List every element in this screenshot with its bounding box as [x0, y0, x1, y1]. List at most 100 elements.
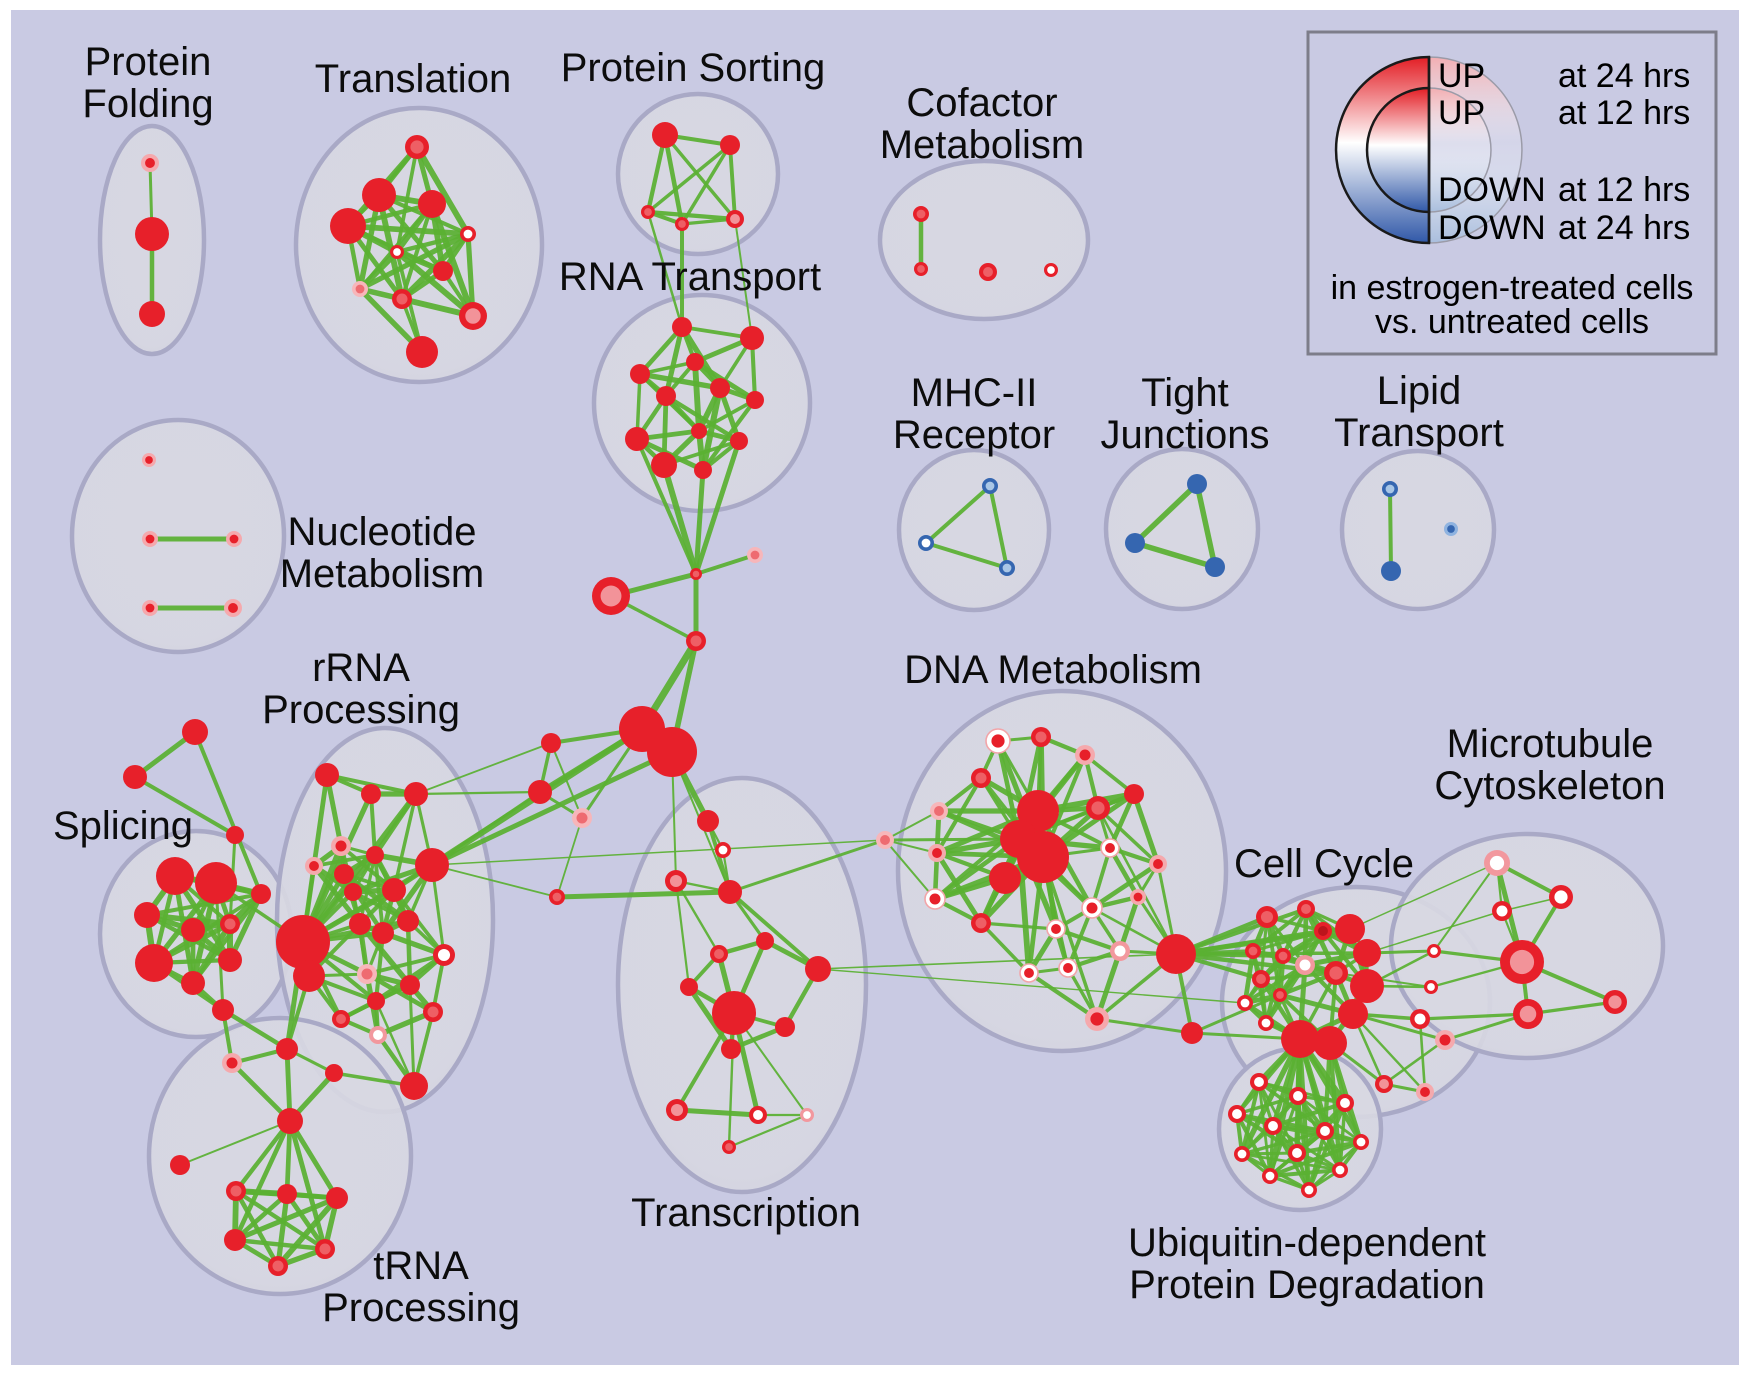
- edge-ps1-ps4: [662, 132, 685, 227]
- node-outer-dm14: [989, 862, 1021, 894]
- node-sp5: [220, 914, 240, 934]
- node-outer-sp4: [181, 918, 205, 942]
- node-u3: [1336, 1094, 1354, 1112]
- edge-dm16-dm22: [979, 921, 1031, 975]
- cluster-label-trna-processing-line1: tRNA: [373, 1244, 469, 1288]
- node-dm24: [1156, 934, 1196, 974]
- node-lp2: [1381, 561, 1401, 581]
- node-outer-tr10: [712, 991, 756, 1035]
- node-n4: [142, 600, 158, 616]
- node-ps5: [726, 210, 744, 228]
- cluster-label-dna-metabolism: DNA Metabolism: [904, 648, 1202, 692]
- node-dm20: [1110, 941, 1130, 961]
- node-core-cp1: [1379, 1079, 1389, 1089]
- node-dm2: [1031, 727, 1051, 747]
- node-sp6: [135, 944, 173, 982]
- node-cf4: [1044, 263, 1058, 277]
- edge-cc3-cc6: [1251, 929, 1325, 953]
- node-outer-r1: [315, 763, 339, 787]
- node-outer-sp7: [181, 971, 205, 995]
- node-r6: [366, 846, 384, 864]
- node-core-k12: [272, 1260, 284, 1272]
- node-dm1: [985, 728, 1011, 754]
- node-outer-r10: [382, 878, 406, 902]
- node-outer-t3: [418, 190, 446, 218]
- edge-ps2-ps4: [680, 143, 732, 226]
- edge-dc1-dm9: [883, 837, 1021, 842]
- node-outer-dm8: [1017, 790, 1059, 832]
- node-outer-k9: [326, 1187, 348, 1209]
- node-lp3: [1444, 522, 1458, 536]
- node-core-lp1: [1385, 484, 1395, 494]
- legend-circle-left-r62: [1365, 86, 1431, 214]
- edge-rt1-rt5: [663, 324, 685, 399]
- node-k2: [222, 1053, 242, 1073]
- node-cc15: [1258, 1015, 1274, 1031]
- node-outer-pf3: [139, 301, 165, 327]
- node-r20: [423, 1002, 443, 1022]
- node-dm15: [924, 888, 946, 910]
- node-core-dm19: [1133, 892, 1143, 902]
- edge-dm12-dm17: [1089, 861, 1161, 911]
- node-cr4: [1435, 1030, 1455, 1050]
- cluster-label-lipid-transport-line1: Lipid: [1377, 369, 1462, 413]
- node-outer-dm24: [1156, 934, 1196, 974]
- edge-ps2-ps5: [728, 143, 737, 221]
- edge-cr3-mt5: [1418, 1012, 1530, 1021]
- node-core-lp3: [1447, 525, 1455, 533]
- edge-cc17-u10: [1327, 1040, 1343, 1173]
- node-core-dm21: [1063, 963, 1073, 973]
- node-dc1: [876, 831, 894, 849]
- node-outer-l1: [541, 733, 561, 753]
- node-k9: [326, 1187, 348, 1209]
- node-core-dm15: [929, 893, 941, 905]
- edge-cc16-u8: [1239, 1036, 1303, 1157]
- edge-cc6-cc13: [1242, 948, 1256, 1006]
- node-tj2: [1125, 533, 1145, 553]
- edge-t4-t5: [345, 223, 471, 237]
- node-cp1: [1375, 1075, 1393, 1093]
- cluster-label-rrna-processing-line2: Processing: [262, 688, 460, 732]
- edge-t6-t10: [394, 249, 476, 319]
- legend-time-1: at 24 hrs: [1558, 57, 1690, 95]
- edge-dm7-dm24: [1096, 806, 1178, 956]
- node-outer-r15: [293, 960, 325, 992]
- edge-l1-r3: [415, 742, 552, 795]
- node-core-l3: [576, 812, 588, 824]
- node-core-m1: [985, 481, 995, 491]
- edge-rt1-rt4: [637, 324, 685, 377]
- edge-dm4-dm13: [934, 775, 984, 856]
- node-outer-k4: [325, 1064, 343, 1082]
- node-core-n5: [228, 603, 238, 613]
- cluster-label-microtubule-cytoskeleton-line2: Cytoskeleton: [1434, 764, 1665, 808]
- legend-dir-1: UP: [1438, 57, 1485, 95]
- node-core-t1: [410, 140, 424, 154]
- edge-k5-k9: [287, 1118, 340, 1201]
- node-r16: [433, 944, 455, 966]
- node-core-cc12: [1276, 991, 1284, 999]
- node-mt3: [1492, 901, 1512, 921]
- node-core-dm18: [1051, 924, 1061, 934]
- node-m2: [918, 535, 934, 551]
- node-rt1: [672, 317, 692, 337]
- edge-tr5-r8: [431, 864, 558, 898]
- node-outer-tj3: [1205, 557, 1225, 577]
- edge-tj1-tj3: [1194, 481, 1218, 570]
- edge-cc16-u10: [1297, 1036, 1343, 1173]
- node-tj3: [1205, 557, 1225, 577]
- node-tr13: [666, 1099, 688, 1121]
- cluster-ellipse-tight-junctions: [1103, 446, 1261, 612]
- node-tr5: [549, 889, 565, 905]
- edge-dc1-dm15: [884, 839, 936, 900]
- legend-dir-3: DOWN: [1438, 171, 1546, 209]
- node-core-tr14: [753, 1110, 763, 1120]
- node-sp4: [181, 918, 205, 942]
- node-core-tr7: [714, 949, 724, 959]
- node-t2: [362, 178, 396, 212]
- node-dm18: [1046, 919, 1066, 939]
- node-cf1: [913, 206, 929, 222]
- edge-r10-r16: [392, 888, 446, 957]
- cluster-label-transcription: Transcription: [631, 1191, 861, 1235]
- edge-ps1-ps3: [645, 132, 668, 215]
- node-core-cr2: [1427, 983, 1435, 991]
